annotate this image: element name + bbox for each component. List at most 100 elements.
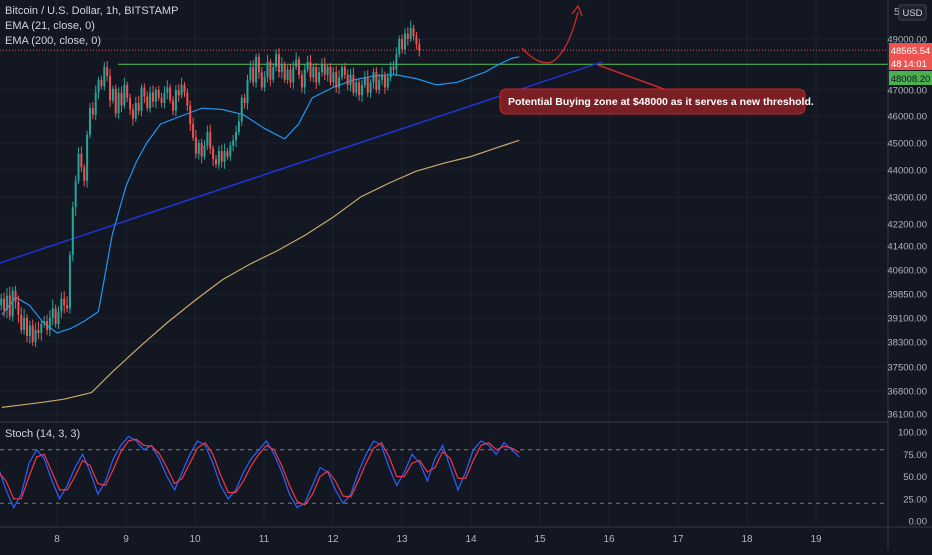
candle-body — [68, 255, 71, 309]
candle-body — [14, 290, 17, 302]
candle-body — [86, 134, 89, 181]
candle-body — [23, 318, 26, 330]
candle-body — [315, 67, 318, 83]
candle-body — [381, 74, 384, 80]
candle-body — [418, 44, 421, 51]
stoch-legend[interactable]: Stoch (14, 3, 3) — [5, 428, 80, 440]
candle-body — [174, 90, 177, 111]
ema21-line[interactable] — [1, 56, 520, 334]
candle-body — [206, 132, 209, 146]
candle-body — [54, 308, 57, 324]
candle-body — [80, 153, 83, 168]
stoch-tick-label: 25.00 — [903, 494, 927, 505]
candle-body — [260, 72, 263, 88]
candle-body — [232, 140, 235, 146]
last-price-badge: 48565.54 — [889, 43, 932, 57]
candle-body — [366, 77, 369, 93]
candle-body — [66, 305, 69, 309]
candle-body — [363, 77, 366, 85]
countdown-badge: 48 14:01 — [889, 57, 932, 70]
candle-body — [20, 314, 23, 330]
candle-body — [300, 74, 303, 88]
candle-body — [289, 69, 292, 83]
stoch-d-line[interactable] — [0, 438, 520, 506]
last-price-value: 48565.54 — [891, 46, 931, 57]
stoch-axis[interactable]: 100.00 75.00 50.00 25.00 0.00 — [898, 428, 927, 528]
stoch-tick-label: 75.00 — [903, 450, 927, 461]
time-tick-label: 10 — [189, 534, 201, 545]
candle-body — [11, 290, 14, 317]
candle-body — [406, 33, 409, 39]
projection-arrow[interactable] — [521, 4, 583, 64]
candle-body — [415, 36, 418, 45]
ema200-legend[interactable]: EMA (200, close, 0) — [5, 35, 101, 47]
candle-body — [272, 67, 275, 80]
candle-body — [395, 54, 398, 70]
candle-body — [60, 298, 63, 312]
candle-body — [277, 54, 280, 73]
candle-body — [240, 97, 243, 122]
candle-body — [34, 330, 37, 342]
candle-body — [263, 77, 266, 88]
price-axis[interactable]: 49000.00 47000.00 46000.00 45000.00 44000.00… — [887, 35, 927, 421]
candle-body — [369, 82, 372, 93]
stoch-tick-label: 100.00 — [898, 428, 927, 439]
candle-body — [157, 90, 160, 98]
price-tick-label: 41400.00 — [887, 242, 927, 253]
price-pane[interactable] — [0, 20, 888, 408]
projection-arrowhead — [571, 4, 583, 17]
candle-body — [151, 92, 154, 102]
price-tick-label: 45000.00 — [887, 139, 927, 150]
candle-body — [103, 67, 106, 87]
stoch-pane[interactable] — [0, 435, 888, 509]
time-tick-label: 13 — [396, 534, 408, 545]
stoch-tick-label: 50.00 — [903, 472, 927, 483]
currency-label: USD — [902, 8, 922, 19]
candle-body — [403, 33, 406, 50]
candle-body — [255, 56, 258, 83]
candle-body — [343, 67, 346, 75]
price-tick-label: 39100.00 — [887, 314, 927, 325]
candle-body — [217, 151, 220, 165]
candle-body — [220, 151, 223, 162]
time-axis[interactable]: 8 9 10 11 12 13 14 15 16 17 18 19 — [54, 534, 822, 545]
candle-body — [243, 97, 246, 103]
candle-body — [229, 145, 232, 157]
annotation-callout[interactable]: Potential Buying zone at $48000 as it se… — [499, 64, 814, 115]
ema200-line[interactable] — [1, 139, 520, 408]
stoch-k-line[interactable] — [0, 435, 520, 509]
candle-body — [131, 109, 134, 119]
time-tick-label: 17 — [672, 534, 684, 545]
candle-body — [298, 59, 301, 75]
candle-body — [375, 72, 378, 90]
annotation-text: Potential Buying zone at $48000 as it se… — [508, 96, 814, 108]
price-tick-label: 46000.00 — [887, 112, 927, 123]
annotation-box[interactable] — [499, 88, 806, 115]
candle-body — [412, 28, 415, 37]
candle-body — [100, 79, 103, 87]
candle-body — [111, 88, 114, 101]
ema21-legend[interactable]: EMA (21, close, 0) — [5, 20, 95, 32]
candle-body — [77, 153, 80, 181]
candle-body — [88, 108, 91, 135]
candle-body — [266, 61, 269, 78]
candle-body — [194, 137, 197, 154]
candle-body — [123, 84, 126, 106]
candle-body — [323, 64, 326, 75]
price-tick-label: 42200.00 — [887, 220, 927, 231]
candle-body — [25, 318, 28, 336]
candle-body — [126, 84, 129, 98]
partial-price-value: 48 — [891, 59, 902, 70]
candle-body — [335, 72, 338, 88]
time-tick-label: 15 — [534, 534, 546, 545]
time-tick-label: 19 — [810, 534, 822, 545]
candle-body — [401, 39, 404, 50]
candle-body — [5, 295, 8, 310]
candle-body — [237, 121, 240, 133]
candle-body — [303, 69, 306, 88]
candle-body — [114, 88, 117, 114]
currency-button[interactable]: USD — [898, 4, 927, 21]
